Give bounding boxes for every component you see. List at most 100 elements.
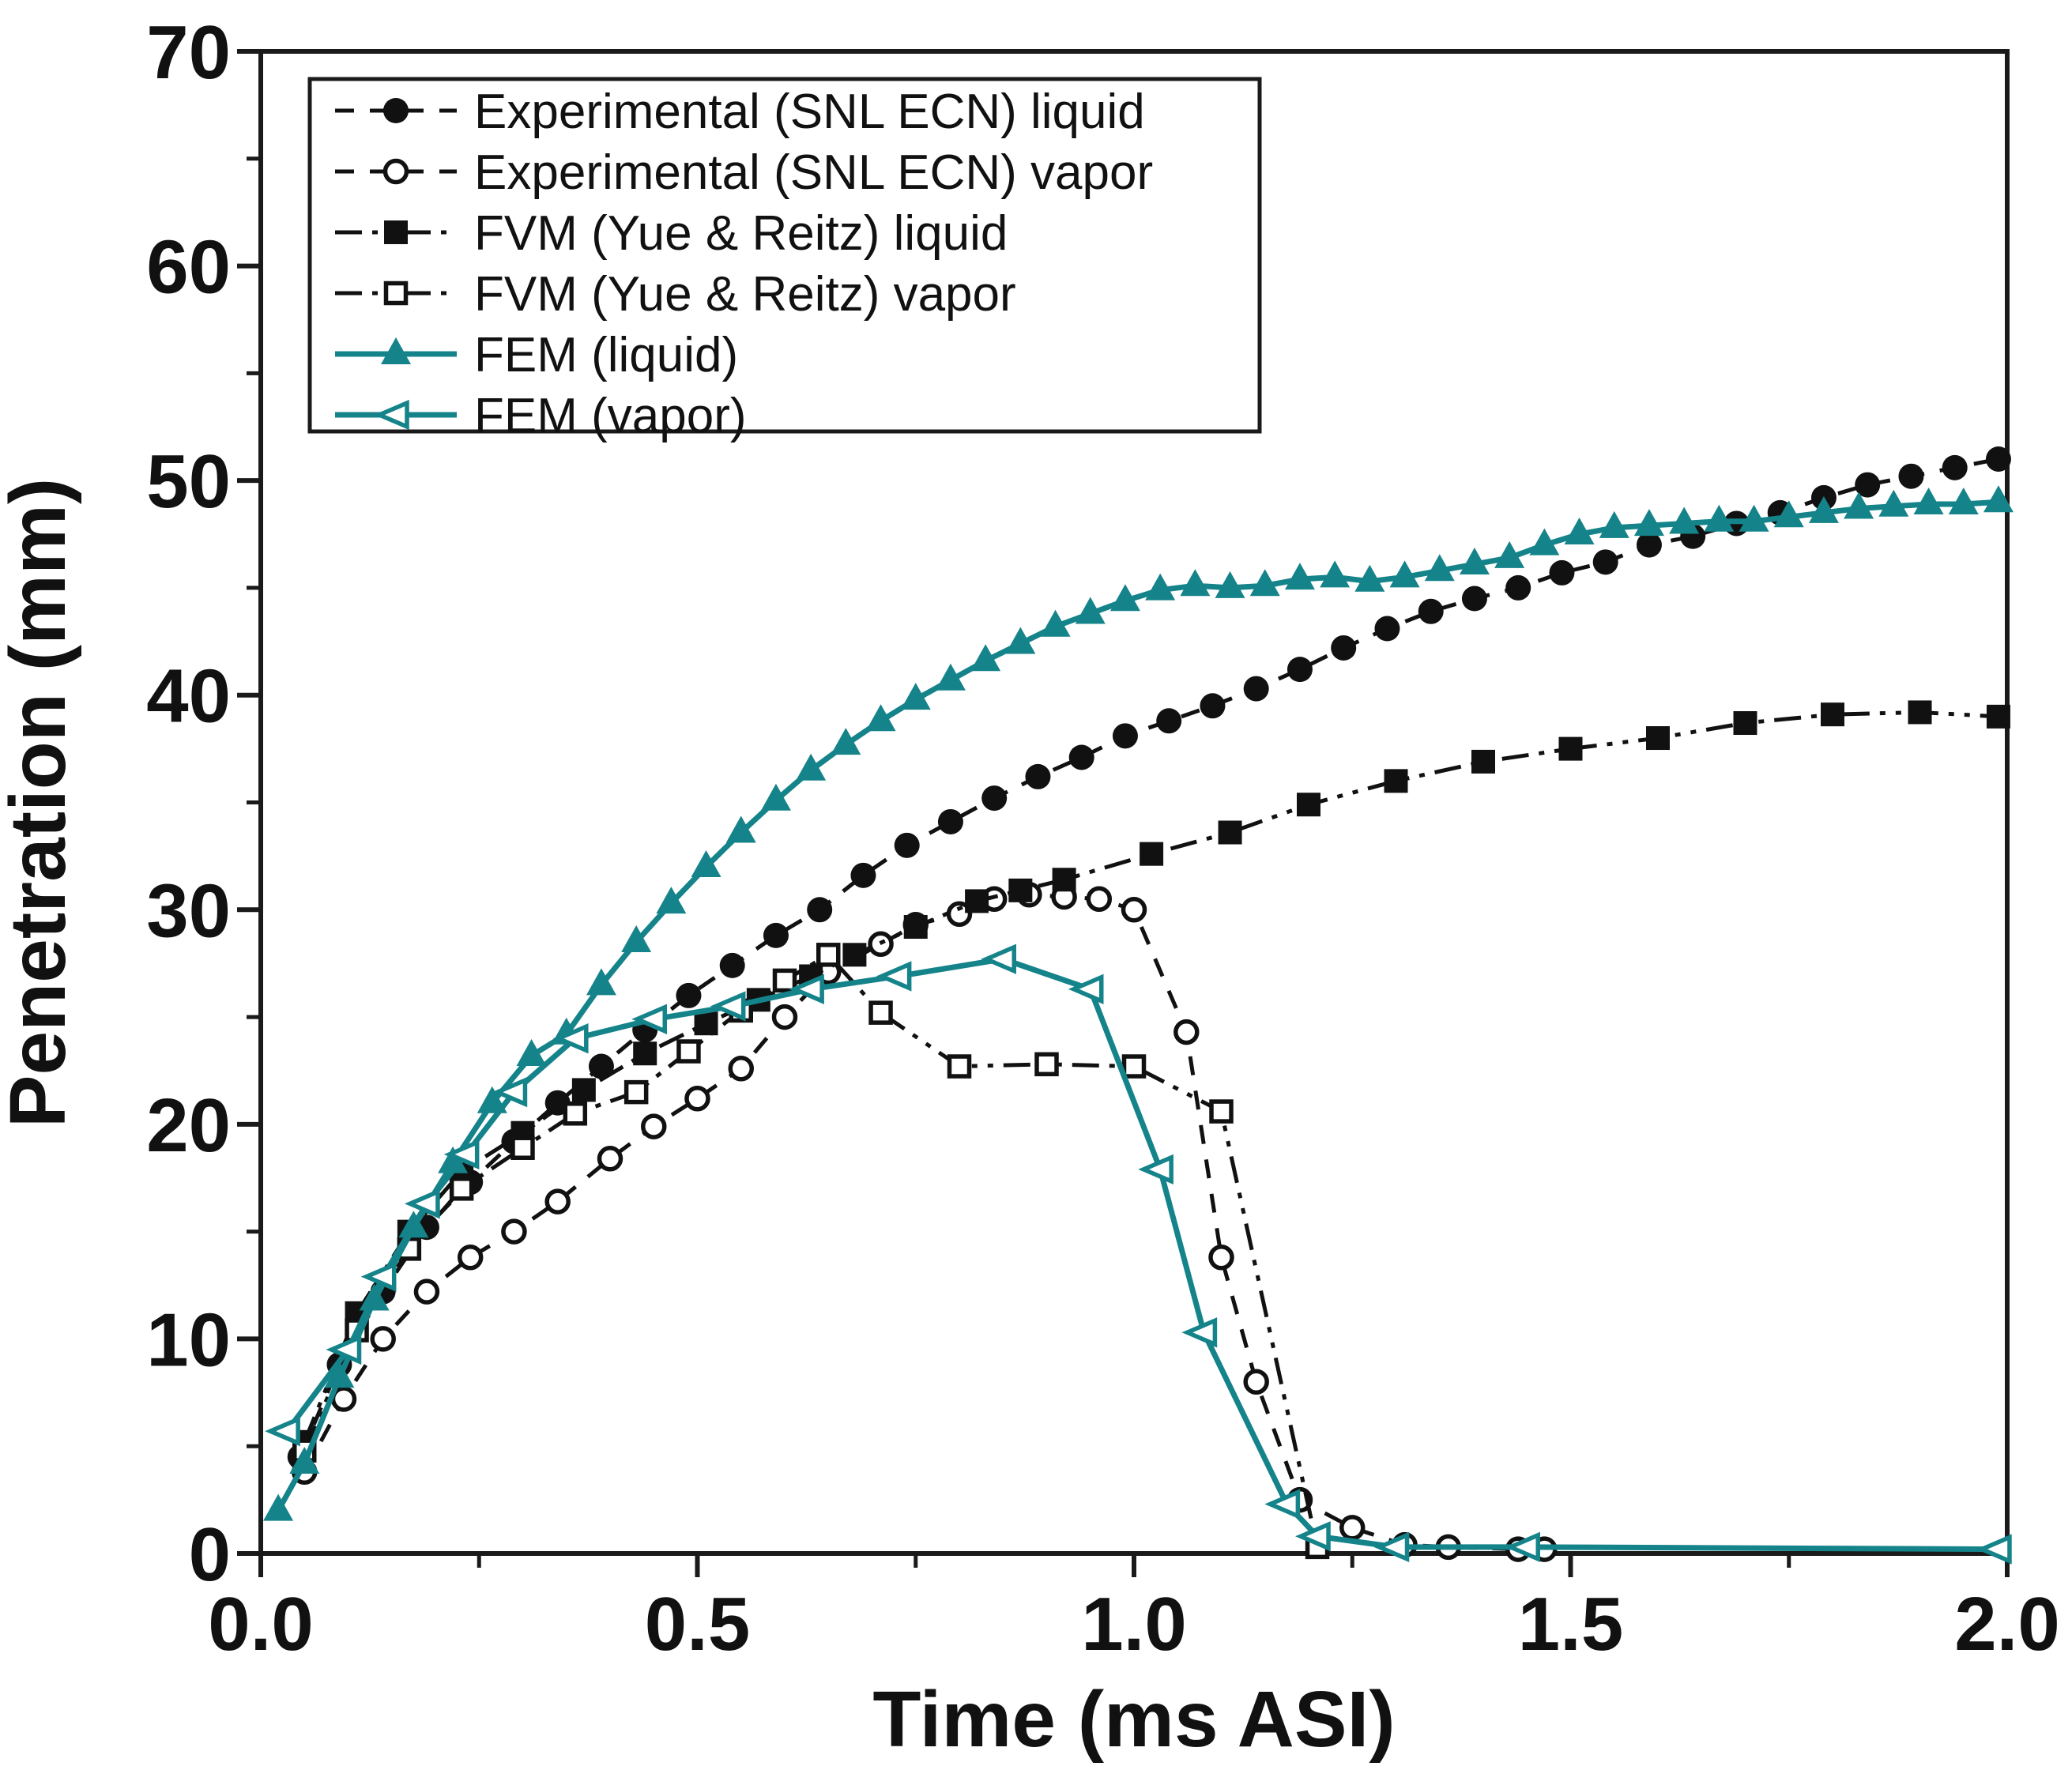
series-fvm_vapor-marker (623, 1079, 649, 1105)
series-fem_liquid-marker (1948, 488, 1979, 515)
x-tick-label: 0.0 (208, 1582, 313, 1666)
series-exp_vapor-marker (684, 1086, 710, 1112)
series-fem_vapor-marker (1295, 1521, 1331, 1552)
series-fvm_liquid-marker (1008, 878, 1033, 902)
series-exp_vapor-marker (1086, 886, 1113, 912)
series-fem_vapor-marker (1373, 1531, 1410, 1563)
series-exp_liquid-marker (676, 982, 702, 1008)
series-exp_liquid-marker (719, 952, 745, 978)
series-exp_liquid-marker (894, 832, 920, 858)
series-fem_liquid-marker (586, 968, 616, 996)
series-exp_vapor-marker (457, 1244, 484, 1271)
series-fem_liquid-marker (691, 849, 721, 877)
series-fvm_liquid-marker (1218, 820, 1242, 845)
x-tick-label: 0.5 (645, 1582, 750, 1666)
series-fem_vapor-marker (1505, 1531, 1540, 1563)
y-tick-label: 40 (146, 654, 231, 739)
series-fem_liquid-marker (935, 663, 966, 691)
series-fem_liquid-marker (1739, 504, 1769, 532)
series-fem_liquid-marker (1005, 627, 1036, 654)
legend-marker-exp_vapor (382, 158, 409, 185)
legend-label-fem_vapor: FEM (vapor) (474, 389, 746, 443)
series-fem_liquid-marker (1878, 489, 1909, 517)
series-fvm_vapor-marker (1209, 1099, 1234, 1124)
series-fem_liquid-marker (970, 644, 1001, 672)
series-exp_liquid-marker (1855, 472, 1881, 498)
x-tick-label: 1.0 (1081, 1582, 1186, 1666)
series-fvm_vapor-marker (868, 1000, 893, 1025)
series-fem_vapor-marker (1138, 1154, 1174, 1185)
series-fem_liquid-marker (1704, 504, 1735, 532)
series-exp_liquid-marker (850, 862, 876, 888)
series-fvm_vapor-marker (510, 1135, 535, 1160)
series-fem_vapor-marker (710, 991, 746, 1022)
legend-label-fvm_vapor: FVM (Yue & Reitz) vapor (474, 267, 1016, 322)
x-axis-title: Time (ms ASI) (872, 1675, 1395, 1764)
series-exp_vapor-marker (1243, 1369, 1269, 1395)
series-exp_vapor-marker (946, 901, 973, 927)
legend-marker-exp_liquid (383, 98, 409, 123)
series-fem_liquid-marker (1913, 488, 1944, 515)
series-exp_liquid-marker (1112, 723, 1138, 749)
series-fem_vapor-marker (1181, 1317, 1218, 1348)
series-fvm_liquid-marker (1140, 842, 1164, 866)
series-fvm_vapor-marker (1034, 1052, 1059, 1077)
series-fem_vapor-marker (631, 1004, 667, 1034)
series-fvm_liquid-marker (571, 1078, 596, 1102)
y-tick-label: 0 (189, 1512, 231, 1597)
series-fvm_vapor-marker (816, 943, 841, 967)
series-exp_liquid-marker (1200, 693, 1226, 719)
series-exp_liquid-marker (1331, 635, 1357, 661)
series-exp_liquid-marker (1287, 657, 1313, 683)
x-tick-label: 2.0 (1954, 1582, 2059, 1666)
series-fem_vapor-marker (404, 1188, 440, 1219)
series-fem_liquid-marker (725, 815, 756, 843)
legend-item-exp_vapor: Experimental (SNL ECN) vapor (335, 145, 1153, 200)
series-fvm_liquid-marker (965, 889, 989, 913)
series-fvm_liquid-marker (842, 943, 867, 967)
series-exp_vapor (292, 882, 1558, 1562)
series-fem_liquid-marker (1389, 560, 1420, 588)
series-exp_liquid-marker (1898, 463, 1924, 489)
series-fvm_vapor (292, 943, 1330, 1560)
series-exp_vapor-marker (771, 1004, 798, 1030)
series-fem_vapor-marker (789, 974, 824, 1004)
series-exp_liquid-line (298, 457, 1999, 1458)
series-fvm_liquid-marker (633, 1041, 657, 1066)
series-fem_liquid (263, 485, 2014, 1521)
series-exp_liquid-marker (1243, 676, 1269, 702)
x-tick-label: 1.5 (1518, 1582, 1623, 1666)
series-exp_liquid-marker (588, 1053, 614, 1079)
legend-item-fvm_vapor: FVM (Yue & Reitz) vapor (335, 267, 1016, 322)
series-fem_liquid-marker (1983, 485, 2014, 513)
series-fvm_liquid-marker (1384, 769, 1408, 793)
series-fem_liquid-marker (1844, 491, 1874, 519)
series-exp_vapor-line (303, 892, 1545, 1552)
series-fem_vapor-marker (981, 943, 1016, 974)
series-exp_liquid-marker (1025, 763, 1051, 789)
series-exp_vapor-marker (728, 1055, 754, 1082)
series-fem_vapor-marker (1068, 974, 1104, 1004)
legend: Experimental (SNL ECN) liquid Experimenta… (307, 77, 1262, 443)
legend-item-exp_liquid: Experimental (SNL ECN) liquid (335, 85, 1145, 139)
series-fem_liquid-marker (1145, 573, 1176, 601)
series-fvm_liquid-marker (1733, 711, 1757, 736)
series-fvm_vapor-marker (449, 1177, 474, 1201)
series-fem_vapor-marker (1264, 1489, 1301, 1520)
series-exp_liquid-marker (1505, 574, 1531, 601)
series-fem_liquid-marker (760, 783, 791, 811)
legend-label-exp_vapor: Experimental (SNL ECN) vapor (474, 145, 1153, 200)
series-exp_liquid-marker (1549, 559, 1575, 586)
series-fem_liquid-marker (1564, 518, 1595, 545)
y-tick-label: 70 (146, 10, 231, 95)
series-fem_liquid-marker (1040, 609, 1071, 637)
series-exp_liquid-marker (1374, 616, 1400, 642)
series-fem_liquid-marker (516, 1038, 547, 1066)
legend-marker-fvm_vapor (383, 281, 409, 306)
series-fem_vapor-marker (492, 1076, 528, 1108)
series-fem_liquid-marker (324, 1361, 355, 1388)
series-fvm_vapor-line (302, 952, 1320, 1548)
series-fem_liquid-marker (263, 1493, 294, 1521)
series-fem_liquid-marker (1180, 569, 1211, 597)
